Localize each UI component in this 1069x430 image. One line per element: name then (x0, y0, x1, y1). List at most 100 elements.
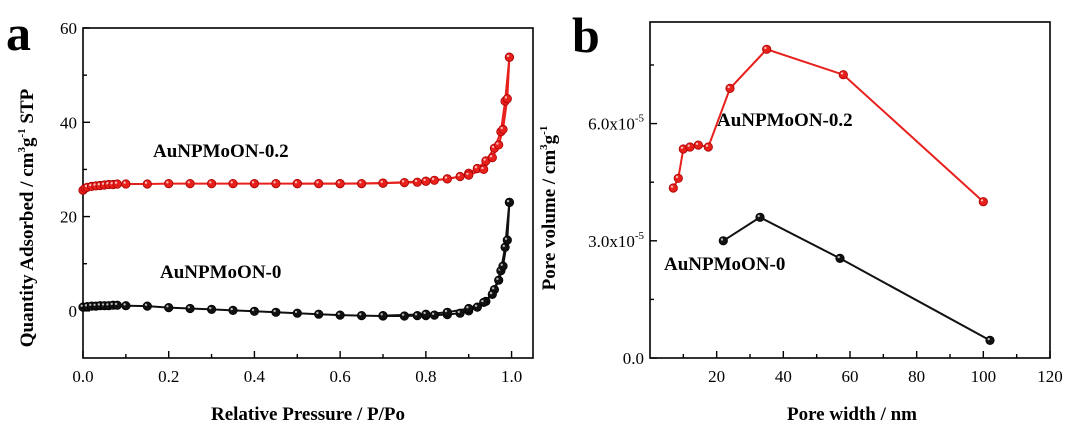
data-point-highlight-a-aunpmoon-0-adsorption-17 (294, 310, 298, 314)
data-point-highlight-a-aunpmoon-0-adsorption-4 (97, 303, 101, 306)
ticks-a: 0.0 0.2 0.4 0.6 0.8 1.0 0 20 40 60 (60, 19, 522, 386)
data-point-a-aunpmoon-0.2-desorption-7 (442, 174, 452, 184)
data-point-a-aunpmoon-0.2-desorption-0 (504, 52, 514, 62)
y-tick-label-a-1: 20 (60, 208, 77, 227)
series-line-b-aunpmoon-0-points (722, 216, 991, 342)
data-point-highlight-b-aunpmoon-0-points-0 (720, 238, 724, 241)
data-point-b-aunpmoon-0-points-2 (835, 253, 845, 263)
data-point-a-aunpmoon-0-adsorption-16 (271, 307, 281, 317)
data-point-highlight-a-aunpmoon-0-desorption-8 (423, 311, 426, 315)
series-label-aunpmoon-0.2-b: AuNPMoON-0.2 (717, 110, 853, 131)
data-point-a-aunpmoon-0-desorption-5 (479, 297, 489, 307)
data-point-highlight-a-aunpmoon-0-adsorption-12 (187, 306, 190, 309)
series-label-aunpmoon-0.2-a: AuNPMoON-0.2 (153, 141, 289, 162)
data-point-highlight-a-aunpmoon-0.2-adsorption-9 (114, 181, 118, 184)
y-axis-label-a-sup2: -1 (16, 128, 28, 137)
data-point-highlight-a-aunpmoon-0.2-adsorption-31 (483, 158, 486, 161)
data-point-b-aunpmoon-0.2-points-8 (838, 70, 848, 80)
data-point-a-aunpmoon-0-desorption-7 (442, 307, 452, 317)
data-point-a-aunpmoon-0.2-adsorption-10 (121, 179, 131, 189)
data-point-highlight-a-aunpmoon-0-adsorption-16 (273, 309, 276, 313)
data-point-b-aunpmoon-0.2-points-9 (978, 197, 988, 207)
x-axis-label-a: Relative Pressure / P/Po (211, 404, 405, 425)
data-point-a-aunpmoon-0-adsorption-23 (412, 310, 422, 321)
data-point-highlight-a-aunpmoon-0.2-desorption-2 (500, 126, 503, 130)
data-point-highlight-b-aunpmoon-0.2-points-8 (840, 72, 844, 75)
series-group-b (668, 44, 995, 345)
data-point-highlight-a-aunpmoon-0-adsorption-31 (491, 287, 495, 290)
data-point-a-aunpmoon-0.2-adsorption-23 (399, 178, 409, 188)
data-point-highlight-a-aunpmoon-0.2-adsorption-7 (106, 182, 109, 185)
data-point-highlight-a-aunpmoon-0-adsorption-2 (89, 303, 92, 306)
data-point-highlight-a-aunpmoon-0-adsorption-0 (80, 304, 83, 307)
x-tick-label-b-5: 120 (1037, 367, 1063, 386)
x-tick-label-b-3: 80 (908, 367, 925, 386)
series-label-aunpmoon-0-a: AuNPMoON-0 (160, 262, 281, 283)
data-point-b-aunpmoon-0-points-1 (755, 212, 765, 222)
data-point-a-aunpmoon-0.2-adsorption-16 (249, 179, 259, 189)
plot-frame-b (649, 21, 1051, 359)
data-point-highlight-b-aunpmoon-0-points-2 (837, 255, 840, 259)
data-point-highlight-a-aunpmoon-0.2-desorption-1 (504, 96, 508, 99)
x-tick-label-b-2: 60 (842, 367, 859, 386)
series-line-b-aunpmoon-0.2-points (672, 48, 984, 203)
data-point-highlight-a-aunpmoon-0.2-adsorption-26 (431, 177, 435, 181)
y-axis-label-a-sup1: 3 (16, 147, 28, 153)
data-point-highlight-a-aunpmoon-0-desorption-7 (444, 309, 448, 313)
series-line-a-aunpmoon-0.2-adsorption (82, 57, 511, 191)
data-point-a-aunpmoon-0-adsorption-10 (142, 301, 152, 311)
data-point-highlight-a-aunpmoon-0.2-desorption-4 (489, 155, 493, 158)
data-point-a-aunpmoon-0.2-adsorption-24 (412, 177, 422, 187)
data-point-highlight-a-aunpmoon-0.2-adsorption-30 (474, 166, 478, 169)
data-point-a-aunpmoon-0-adsorption-25 (429, 310, 439, 320)
x-tick-label-b-4: 100 (971, 367, 997, 386)
data-point-highlight-a-aunpmoon-0-adsorption-13 (209, 306, 212, 310)
data-point-a-aunpmoon-0-desorption-0 (504, 197, 514, 207)
data-point-a-aunpmoon-0-desorption-6 (464, 303, 474, 314)
data-point-highlight-a-aunpmoon-0-desorption-1 (504, 237, 508, 240)
data-point-b-aunpmoon-0.2-points-5 (703, 142, 713, 152)
data-point-a-aunpmoon-0-adsorption-15 (249, 306, 259, 316)
data-point-a-aunpmoon-0.2-adsorption-11 (142, 179, 152, 189)
data-point-a-aunpmoon-0-adsorption-11 (164, 302, 174, 313)
data-point-a-aunpmoon-0-desorption-3 (494, 275, 504, 285)
data-point-highlight-a-aunpmoon-0.2-adsorption-6 (101, 182, 105, 185)
data-point-highlight-a-aunpmoon-0.2-adsorption-2 (84, 184, 88, 188)
data-point-highlight-a-aunpmoon-0.2-desorption-7 (444, 176, 448, 179)
x-axis-label-b: Pore width / nm (787, 404, 917, 425)
data-point-highlight-b-aunpmoon-0-points-3 (987, 337, 990, 341)
data-point-a-aunpmoon-0.2-adsorption-13 (185, 179, 195, 189)
data-point-highlight-a-aunpmoon-0.2-desorption-8 (423, 178, 426, 182)
data-point-highlight-b-aunpmoon-0.2-points-1 (675, 175, 679, 179)
data-point-highlight-a-aunpmoon-0-adsorption-5 (101, 303, 105, 306)
series-label-aunpmoon-0-b: AuNPMoON-0 (664, 254, 785, 275)
data-point-highlight-a-aunpmoon-0.2-adsorption-24 (414, 179, 418, 183)
y-axis-label-a-part3: STP (17, 88, 38, 128)
ticks-b: 20 40 60 80 100 120 0.0 3.0x10-5 6.0x10-5 (588, 64, 1063, 386)
data-point-highlight-a-aunpmoon-0.2-adsorption-4 (93, 183, 96, 186)
panel-label-a: a (6, 5, 31, 61)
x-tick-label-a-5: 1.0 (501, 367, 522, 386)
data-point-b-aunpmoon-0.2-points-1 (673, 173, 683, 183)
data-point-highlight-a-aunpmoon-0-desorption-2 (500, 263, 503, 266)
y-axis-label-b: Pore volume / cm3g-1 (538, 126, 560, 291)
data-point-highlight-a-aunpmoon-0-desorption-0 (506, 199, 510, 203)
data-point-highlight-a-aunpmoon-0.2-desorption-0 (506, 54, 510, 58)
data-point-highlight-b-aunpmoon-0.2-points-6 (727, 85, 730, 89)
data-point-a-aunpmoon-0.2-adsorption-15 (228, 179, 238, 189)
data-point-a-aunpmoon-0-adsorption-12 (185, 303, 195, 314)
data-point-a-aunpmoon-0-adsorption-20 (356, 310, 367, 321)
data-point-highlight-a-aunpmoon-0-adsorption-7 (110, 302, 113, 306)
data-point-b-aunpmoon-0.2-points-3 (685, 142, 695, 152)
data-point-a-aunpmoon-0.2-adsorption-26 (429, 175, 439, 185)
panel-label-b: b (572, 7, 600, 63)
data-point-a-aunpmoon-0.2-desorption-4 (487, 153, 497, 163)
data-point-b-aunpmoon-0-points-0 (718, 236, 728, 246)
data-point-a-aunpmoon-0.2-desorption-8 (421, 176, 431, 186)
y-tick-label-a-0: 0 (69, 302, 78, 321)
x-tick-label-b-1: 40 (775, 367, 792, 386)
data-point-highlight-a-aunpmoon-0.2-adsorption-23 (401, 180, 405, 183)
data-point-a-aunpmoon-0.2-desorption-11 (292, 179, 302, 189)
data-point-highlight-a-aunpmoon-0-adsorption-19 (337, 312, 340, 315)
